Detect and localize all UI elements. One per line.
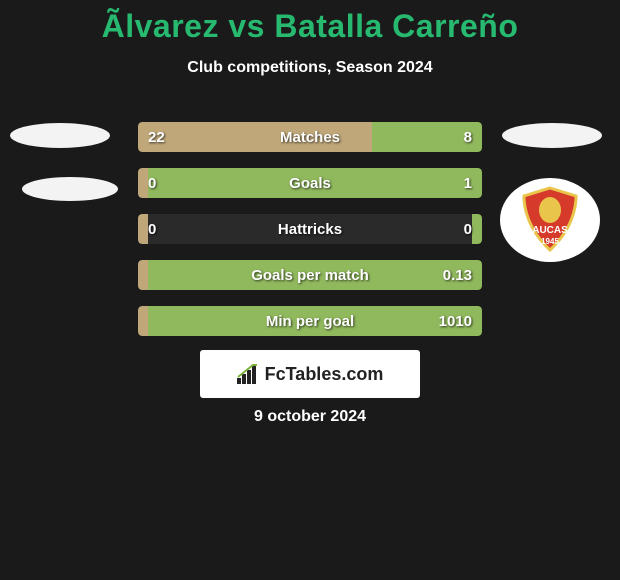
player1-logo-1 <box>10 123 110 148</box>
stat-row: Goals per match0.13 <box>138 260 482 290</box>
club-shield-icon: AUCAS 1945 <box>518 186 582 252</box>
stat-label: Goals per match <box>138 260 482 290</box>
stat-value-right: 1 <box>464 168 472 198</box>
branding-badge: FcTables.com <box>200 350 420 398</box>
stat-value-right: 0 <box>464 214 472 244</box>
shield-label: AUCAS <box>532 225 568 236</box>
stat-label: Hattricks <box>138 214 482 244</box>
stat-label: Min per goal <box>138 306 482 336</box>
snapshot-date: 9 october 2024 <box>0 408 620 426</box>
shield-year: 1945 <box>541 237 559 246</box>
stat-label: Matches <box>138 122 482 152</box>
stat-row: 0Hattricks0 <box>138 214 482 244</box>
stat-value-right: 8 <box>464 122 472 152</box>
stat-row: 0Goals1 <box>138 168 482 198</box>
stat-row: 22Matches8 <box>138 122 482 152</box>
player1-logo-2 <box>22 177 118 201</box>
stat-value-right: 0.13 <box>443 260 472 290</box>
stat-row: Min per goal1010 <box>138 306 482 336</box>
stats-container: 22Matches80Goals10Hattricks0Goals per ma… <box>138 122 482 352</box>
branding-text: FcTables.com <box>265 364 384 385</box>
season-subtitle: Club competitions, Season 2024 <box>0 59 620 77</box>
player2-logo-1 <box>502 123 602 148</box>
stat-label: Goals <box>138 168 482 198</box>
page-title: Ãlvarez vs Batalla Carreño <box>0 0 620 45</box>
bar-chart-icon <box>237 364 261 384</box>
stat-value-right: 1010 <box>439 306 472 336</box>
